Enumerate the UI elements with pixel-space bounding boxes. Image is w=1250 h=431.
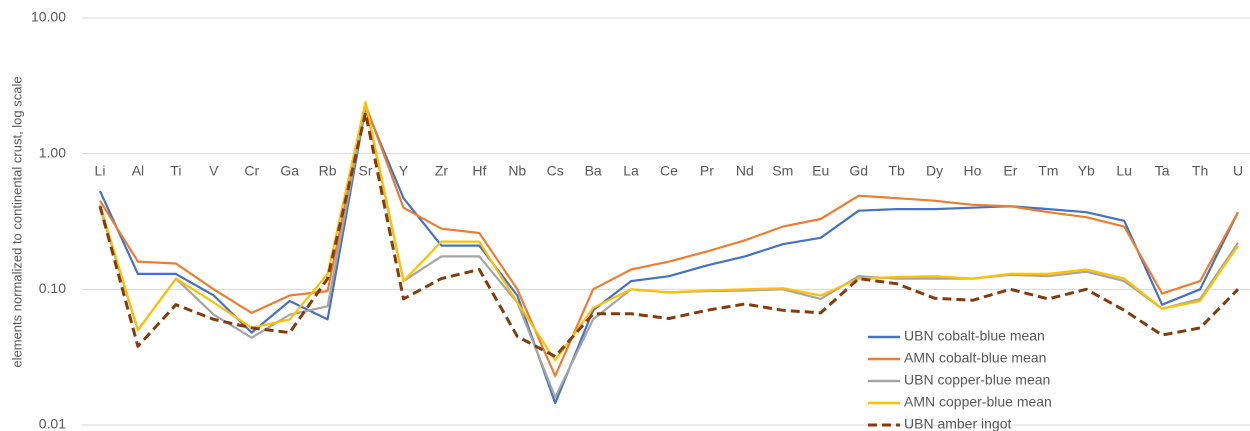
x-tick-label: Tm	[1038, 162, 1058, 178]
x-tick-label: Nb	[508, 162, 526, 178]
x-tick-label: Zr	[435, 162, 449, 178]
x-tick-label: Yb	[1078, 162, 1095, 178]
x-tick-label: Tb	[888, 162, 905, 178]
x-tick-label: Ga	[280, 162, 299, 178]
x-tick-label: Rb	[319, 162, 337, 178]
x-tick-label: Dy	[926, 162, 943, 178]
legend-label: AMN copper-blue mean	[904, 394, 1052, 410]
y-tick-label: 10.00	[31, 9, 66, 25]
series-line	[98, 103, 1239, 399]
x-tick-label: Eu	[812, 162, 829, 178]
y-tick-label: 0.01	[39, 416, 66, 431]
x-tick-label: Hf	[472, 162, 486, 178]
x-tick-label: V	[209, 162, 219, 178]
x-tick-label: Cr	[244, 162, 259, 178]
x-tick-label: Ce	[660, 162, 678, 178]
series-line	[99, 103, 1239, 377]
x-tick-label: Y	[399, 162, 409, 178]
y-tick-label: 1.00	[39, 144, 66, 160]
series-line	[98, 106, 1239, 405]
x-tick-label: Th	[1192, 162, 1208, 178]
series-line	[98, 100, 1239, 362]
x-tick-label: U	[1233, 162, 1243, 178]
legend-label: UBN amber ingot	[904, 416, 1011, 431]
legend-label: UBN copper-blue mean	[904, 372, 1050, 388]
x-tick-label: Pr	[700, 162, 714, 178]
x-tick-label: Cs	[547, 162, 564, 178]
x-tick-label: Nd	[736, 162, 754, 178]
x-tick-label: Lu	[1116, 162, 1132, 178]
series-line	[98, 111, 1240, 358]
x-tick-label: Sm	[772, 162, 793, 178]
x-tick-label: Gd	[849, 162, 868, 178]
y-axis-title: elements normalized to continental crust…	[9, 76, 24, 367]
x-tick-label: Sr	[359, 162, 373, 178]
x-tick-label: Li	[95, 162, 106, 178]
legend-label: UBN cobalt-blue mean	[904, 328, 1045, 344]
x-tick-label: Ti	[170, 162, 181, 178]
x-tick-label: Ho	[964, 162, 982, 178]
x-tick-label: Ba	[585, 162, 602, 178]
y-tick-label: 0.10	[39, 280, 66, 296]
x-tick-label: Al	[132, 162, 144, 178]
x-tick-label: Ta	[1155, 162, 1170, 178]
x-tick-label: Er	[1003, 162, 1017, 178]
x-tick-label: La	[623, 162, 639, 178]
legend-label: AMN cobalt-blue mean	[904, 350, 1046, 366]
